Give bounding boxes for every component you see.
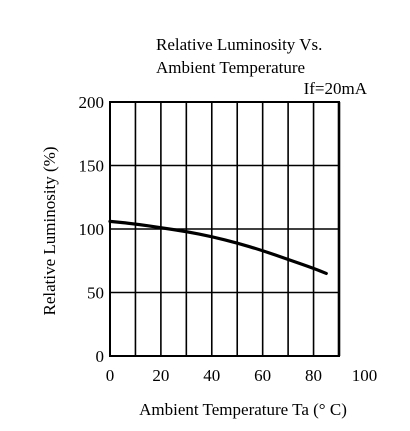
x-tick-label: 60 [254,366,271,385]
luminosity-curve [108,219,328,276]
y-tick-label: 0 [96,347,105,366]
plot-frame [109,101,341,357]
x-tick-label: 40 [203,366,220,385]
y-tick-label: 200 [79,93,105,112]
x-tick-labels: 0 20 40 60 80 100 [106,366,377,385]
chart-title-line2: Ambient Temperature [156,58,305,77]
y-axis-label: Relative Luminosity (%) [40,146,59,315]
x-tick-label: 80 [305,366,322,385]
series-layer [108,219,328,276]
chart-title-line1: Relative Luminosity Vs. [156,35,322,54]
y-tick-label: 100 [79,220,105,239]
chart-annotation: If=20mA [304,79,368,98]
y-tick-labels: 200 150 100 50 0 [79,93,105,366]
grid-layer [110,102,339,356]
x-axis-label: Ambient Temperature Ta (° C) [139,400,347,419]
x-tick-label: 20 [152,366,169,385]
y-tick-label: 50 [87,284,104,303]
x-tick-label: 100 [352,366,378,385]
y-tick-label: 150 [79,157,105,176]
x-tick-label: 0 [106,366,115,385]
